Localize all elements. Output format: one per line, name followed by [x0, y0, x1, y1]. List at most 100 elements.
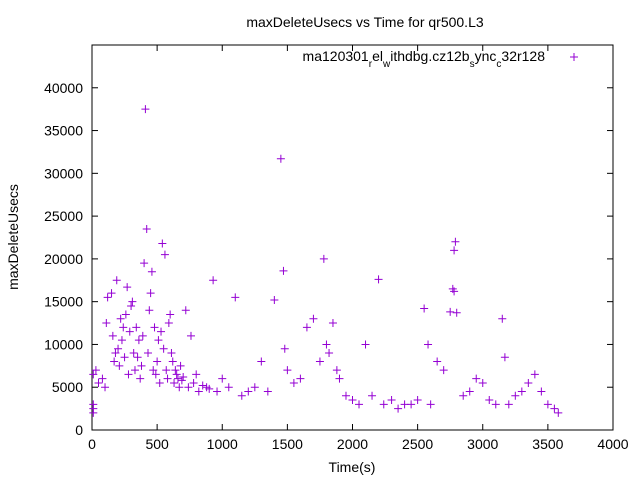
x-tick-label-1: 500 [145, 436, 169, 452]
legend-text-part-2: el [372, 48, 383, 64]
legend-text-part-8: 32r128 [501, 48, 545, 64]
data-point-113 [420, 304, 429, 313]
data-point-4 [91, 366, 100, 375]
data-point-63 [176, 361, 185, 370]
x-tick-label-6: 3000 [467, 436, 498, 452]
data-point-57 [168, 357, 177, 366]
data-point-127 [478, 378, 487, 387]
data-point-118 [446, 307, 455, 316]
y-tick-label-1: 5000 [52, 379, 83, 395]
legend-text-part-6: ync [475, 48, 497, 64]
data-point-39 [145, 306, 154, 315]
data-point-86 [276, 154, 285, 163]
data-point-40 [146, 289, 155, 298]
data-point-22 [123, 283, 132, 292]
data-point-37 [142, 224, 151, 233]
data-point-94 [315, 357, 324, 366]
data-point-33 [137, 361, 146, 370]
y-tick-label-5: 25000 [44, 208, 83, 224]
data-point-41 [147, 267, 156, 276]
data-point-69 [189, 378, 198, 387]
chart-title: maxDeleteUsecs vs Time for qr500.L3 [246, 14, 484, 30]
data-point-124 [459, 391, 468, 400]
data-point-34 [138, 331, 147, 340]
data-point-120 [450, 287, 459, 296]
data-point-54 [164, 319, 173, 328]
data-point-79 [231, 293, 240, 302]
data-point-35 [140, 259, 149, 268]
data-point-42 [149, 366, 158, 375]
data-point-122 [451, 237, 460, 246]
data-point-47 [155, 378, 164, 387]
data-point-59 [171, 366, 180, 375]
legend-text-part-0: ma120301 [303, 48, 369, 64]
data-point-80 [237, 391, 246, 400]
data-point-23 [124, 370, 133, 379]
data-point-88 [280, 344, 289, 353]
data-point-56 [167, 349, 176, 357]
data-point-117 [439, 366, 448, 375]
data-point-98 [328, 319, 337, 328]
data-point-11 [108, 331, 117, 340]
legend-text-part-7: c [496, 59, 501, 70]
x-tick-label-2: 1000 [207, 436, 238, 452]
x-tick-label-8: 4000 [597, 436, 628, 452]
x-axis-label: Time(s) [329, 459, 376, 475]
data-point-20 [120, 353, 129, 362]
data-point-93 [309, 314, 318, 323]
data-point-50 [159, 344, 168, 353]
data-point-60 [172, 370, 181, 379]
data-point-38 [144, 349, 153, 357]
data-point-123 [452, 308, 461, 317]
data-point-55 [166, 310, 175, 319]
data-point-82 [250, 383, 259, 392]
legend: ma120301relwithdbg.cz12bsyncc32r128 [303, 48, 578, 70]
y-tick-label-0: 0 [75, 422, 83, 438]
x-tick-label-0: 0 [88, 436, 96, 452]
data-point-133 [511, 391, 520, 400]
data-point-138 [543, 400, 552, 409]
data-point-66 [181, 306, 190, 315]
data-point-137 [537, 387, 546, 396]
data-point-140 [554, 408, 563, 417]
data-point-99 [332, 366, 341, 375]
data-point-87 [279, 266, 288, 275]
data-point-49 [158, 239, 167, 248]
data-series [89, 105, 563, 417]
data-point-7 [101, 383, 110, 392]
data-point-131 [500, 353, 509, 362]
data-point-25 [127, 301, 136, 310]
data-point-104 [361, 340, 370, 349]
data-point-106 [374, 275, 383, 284]
data-point-62 [175, 383, 184, 392]
data-point-85 [270, 295, 279, 304]
data-point-130 [498, 314, 507, 323]
data-point-139 [550, 404, 559, 413]
data-point-8 [102, 319, 111, 328]
data-point-107 [379, 400, 388, 409]
data-point-58 [170, 378, 179, 387]
data-point-46 [154, 336, 163, 345]
data-point-84 [263, 387, 272, 396]
data-point-18 [117, 336, 126, 345]
data-point-61 [173, 374, 182, 383]
data-point-111 [407, 400, 416, 409]
x-tick-label-3: 1500 [272, 436, 303, 452]
data-point-5 [94, 378, 103, 387]
data-point-109 [394, 404, 403, 413]
data-point-115 [426, 400, 435, 409]
legend-text-part-3: w [382, 59, 391, 70]
data-point-52 [162, 366, 171, 375]
data-point-103 [355, 400, 364, 409]
legend-marker [570, 53, 578, 61]
data-point-32 [136, 374, 145, 383]
legend-text-part-5: s [470, 59, 475, 70]
x-tick-label-5: 2500 [402, 436, 433, 452]
data-point-83 [257, 357, 266, 366]
legend-text-part-1: r [369, 59, 373, 70]
data-point-92 [302, 323, 311, 332]
data-point-2 [89, 400, 98, 409]
data-point-12 [110, 357, 119, 366]
data-point-15 [114, 344, 123, 353]
data-point-29 [132, 323, 141, 332]
